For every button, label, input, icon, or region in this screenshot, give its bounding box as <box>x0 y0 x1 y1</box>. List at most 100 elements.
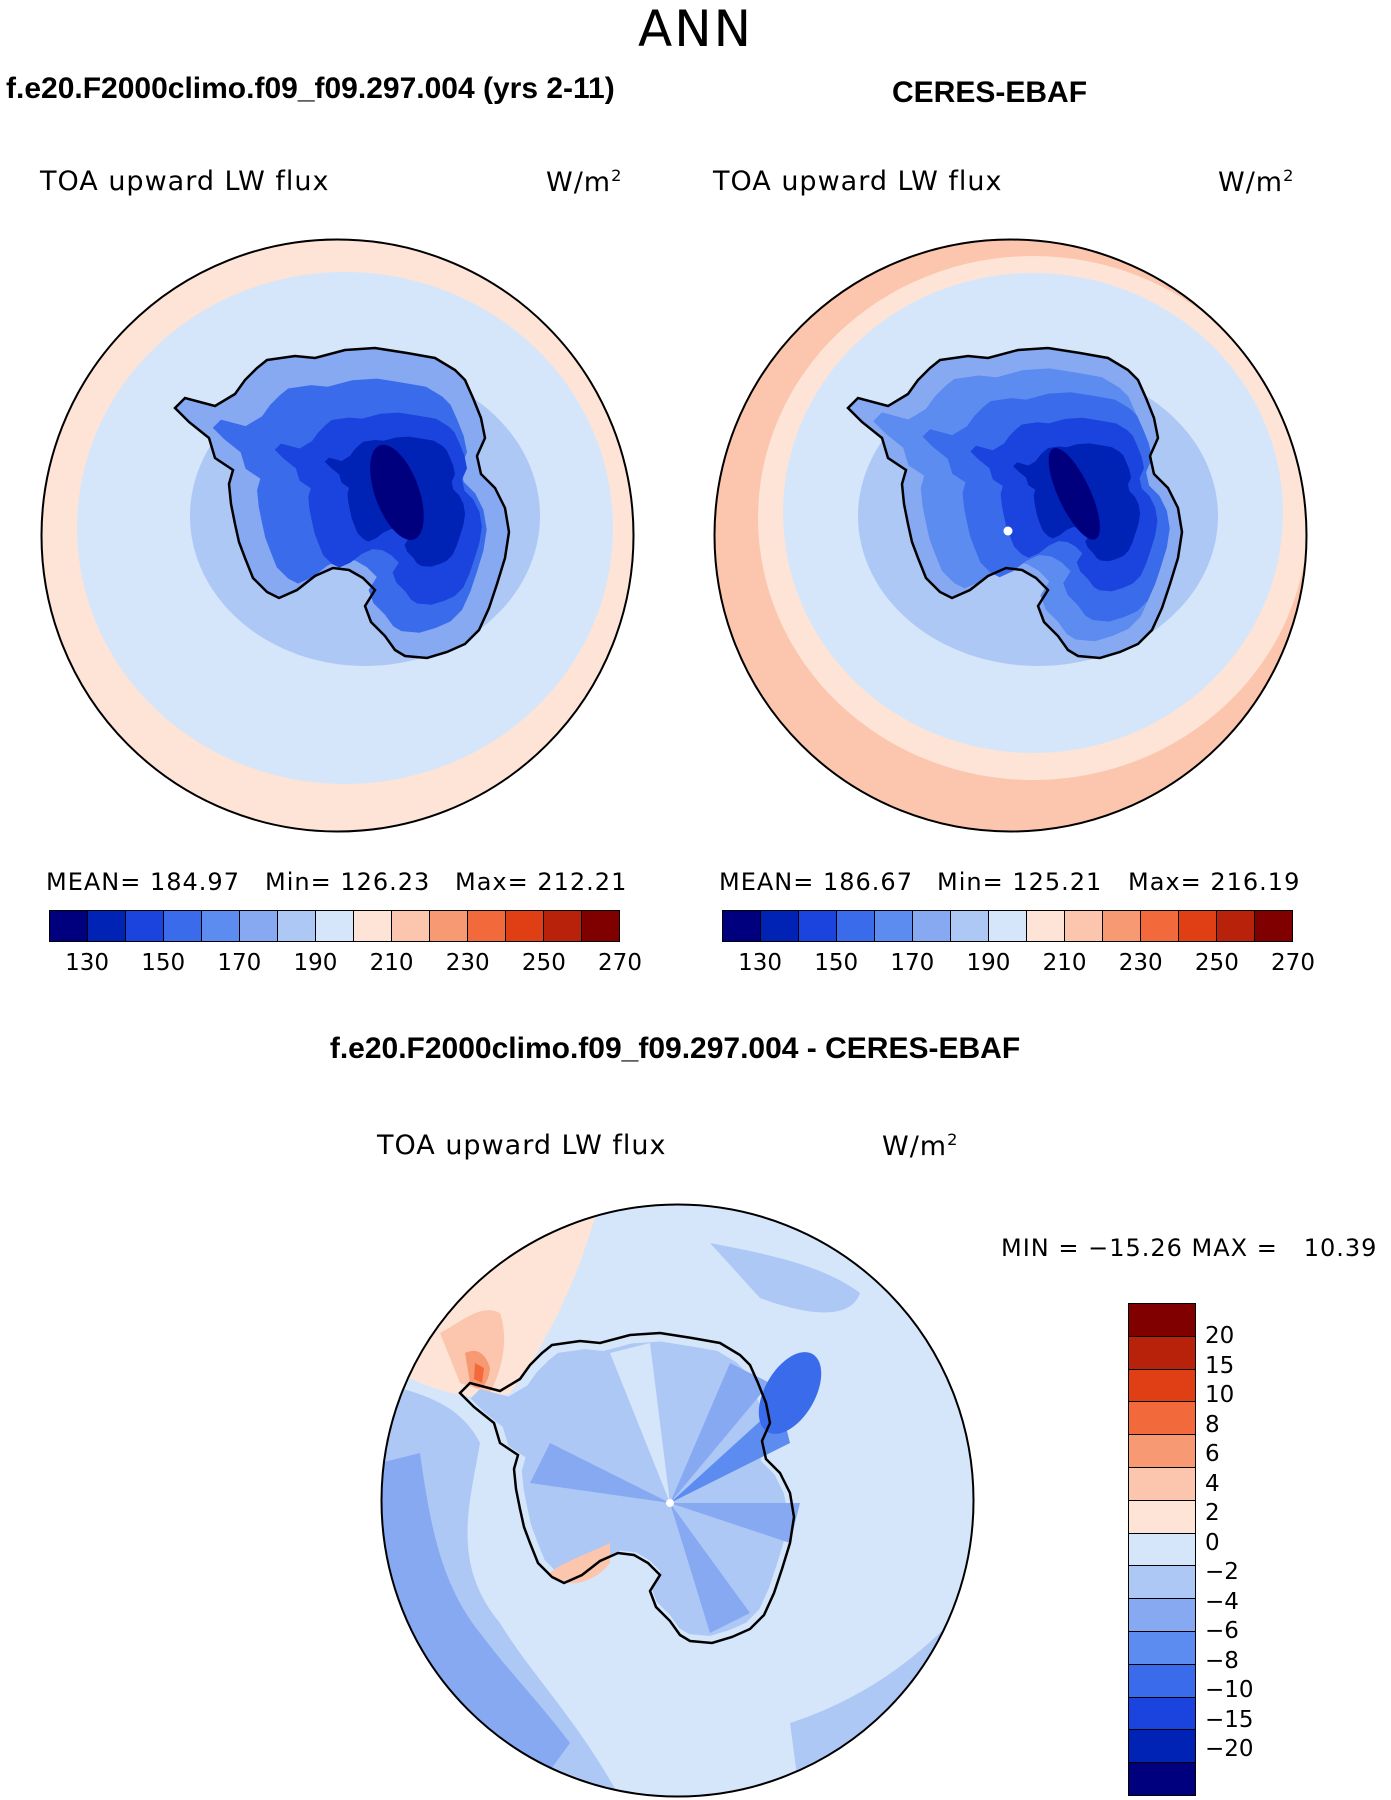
panel-left-units: W/m2 <box>546 166 623 198</box>
colorbar-swatch <box>1179 911 1217 941</box>
colorbar-swatch <box>1129 1369 1195 1403</box>
diff-units: W/m2 <box>882 1130 959 1162</box>
tick-label: 230 <box>1118 950 1163 976</box>
tick-label: 130 <box>738 950 783 976</box>
tick-label: 130 <box>65 950 110 976</box>
tick-label: 0 <box>1205 1530 1220 1556</box>
colorbar-swatch <box>1103 911 1141 941</box>
panel-right-max: Max= 216.19 <box>1128 868 1301 896</box>
colorbar-swatch <box>1027 911 1065 941</box>
colorbar-swatch <box>761 911 799 941</box>
diff-stats: MIN = −15.26 MAX = 10.39 <box>1001 1234 1378 1262</box>
colorbar-swatch <box>1129 1697 1195 1731</box>
diff-variable: TOA upward LW flux <box>377 1130 667 1161</box>
diff-colorbar-labels: 20 15 10 8 6 4 2 0 −2 −4 −6 −8 −10 −15 −… <box>1205 1303 1295 1796</box>
tick-label: 150 <box>814 950 859 976</box>
tick-label: 250 <box>1194 950 1239 976</box>
colorbar-swatch <box>799 911 837 941</box>
tick-label: 2 <box>1205 1500 1220 1526</box>
colorbar-swatch <box>126 911 164 941</box>
tick-label: 170 <box>890 950 935 976</box>
tick-label: 20 <box>1205 1323 1235 1349</box>
panel-right-map <box>713 238 1308 833</box>
tick-label: 270 <box>1271 950 1315 976</box>
panel-left-max: Max= 212.21 <box>455 868 628 896</box>
tick-label: 15 <box>1205 1353 1235 1379</box>
tick-label: −6 <box>1205 1618 1239 1644</box>
tick-label: −20 <box>1205 1736 1254 1762</box>
colorbar-swatch <box>1129 1566 1195 1600</box>
colorbar-swatch <box>1129 1599 1195 1632</box>
panel-left-variable: TOA upward LW flux <box>40 166 330 197</box>
panel-right-mean: MEAN= 186.67 <box>719 868 913 896</box>
colorbar-swatch <box>1129 1763 1195 1795</box>
colorbar-swatch <box>1141 911 1179 941</box>
colorbar-swatch <box>989 911 1027 941</box>
colorbar-swatch <box>468 911 506 941</box>
colorbar-swatch <box>1129 1402 1195 1436</box>
colorbar-swatch <box>1129 1304 1195 1337</box>
panel-left-mean: MEAN= 184.97 <box>46 868 240 896</box>
colorbar-swatch <box>1129 1500 1195 1534</box>
tick-label: −10 <box>1205 1677 1254 1703</box>
season-title: ANN <box>637 0 753 58</box>
colorbar-swatch <box>392 911 430 941</box>
tick-label: −4 <box>1205 1589 1239 1615</box>
tick-label: 210 <box>369 950 414 976</box>
colorbar-swatch <box>913 911 951 941</box>
panel-right-min: Min= 125.21 <box>937 868 1103 896</box>
diff-map <box>380 1203 975 1798</box>
tick-label: 210 <box>1042 950 1087 976</box>
colorbar-swatch <box>1129 1336 1195 1370</box>
tick-label: 6 <box>1205 1441 1220 1467</box>
colorbar-swatch <box>1129 1631 1195 1665</box>
tick-label: 270 <box>598 950 642 976</box>
tick-label: 190 <box>966 950 1011 976</box>
tick-label: 170 <box>217 950 262 976</box>
panel-left-map <box>40 238 635 833</box>
panel-right-units: W/m2 <box>1218 166 1295 198</box>
diff-title: f.e20.F2000climo.f09_f09.297.004 - CERES… <box>329 1032 1021 1065</box>
tick-label: 10 <box>1205 1382 1235 1408</box>
colorbar-swatch <box>240 911 278 941</box>
colorbar-swatch <box>50 911 88 941</box>
tick-label: −8 <box>1205 1648 1239 1674</box>
colorbar-swatch <box>1129 1435 1195 1468</box>
panel-left-colorbar <box>49 910 620 942</box>
colorbar-swatch <box>430 911 468 941</box>
colorbar-swatch <box>1129 1533 1195 1567</box>
colorbar-swatch <box>1255 911 1292 941</box>
colorbar-swatch <box>544 911 582 941</box>
colorbar-swatch <box>88 911 126 941</box>
panel-right-variable: TOA upward LW flux <box>713 166 1003 197</box>
panel-right-colorbar <box>722 910 1293 942</box>
panel-left-colorbar-labels: 130 150 170 190 210 230 250 270 <box>49 950 642 980</box>
colorbar-swatch <box>506 911 544 941</box>
tick-label: 230 <box>445 950 490 976</box>
panel-right-colorbar-labels: 130 150 170 190 210 230 250 270 <box>722 950 1315 980</box>
tick-label: 250 <box>521 950 566 976</box>
colorbar-swatch <box>582 911 619 941</box>
panel-left-title: f.e20.F2000climo.f09_f09.297.004 (yrs 2-… <box>6 72 615 105</box>
colorbar-swatch <box>723 911 761 941</box>
tick-label: 190 <box>293 950 338 976</box>
diff-colorbar <box>1128 1303 1196 1796</box>
tick-label: 8 <box>1205 1412 1220 1438</box>
colorbar-swatch <box>837 911 875 941</box>
panel-left-min: Min= 126.23 <box>265 868 431 896</box>
colorbar-swatch <box>316 911 354 941</box>
tick-label: 4 <box>1205 1471 1220 1497</box>
tick-label: −15 <box>1205 1707 1254 1733</box>
colorbar-swatch <box>1129 1664 1195 1698</box>
colorbar-swatch <box>354 911 392 941</box>
colorbar-swatch <box>875 911 913 941</box>
tick-label: −2 <box>1205 1559 1239 1585</box>
colorbar-swatch <box>202 911 240 941</box>
colorbar-swatch <box>164 911 202 941</box>
colorbar-swatch <box>278 911 316 941</box>
panel-right-title: CERES-EBAF <box>892 76 1088 109</box>
colorbar-swatch <box>1129 1467 1195 1501</box>
colorbar-swatch <box>1129 1730 1195 1764</box>
tick-label: 150 <box>141 950 186 976</box>
colorbar-swatch <box>1065 911 1103 941</box>
